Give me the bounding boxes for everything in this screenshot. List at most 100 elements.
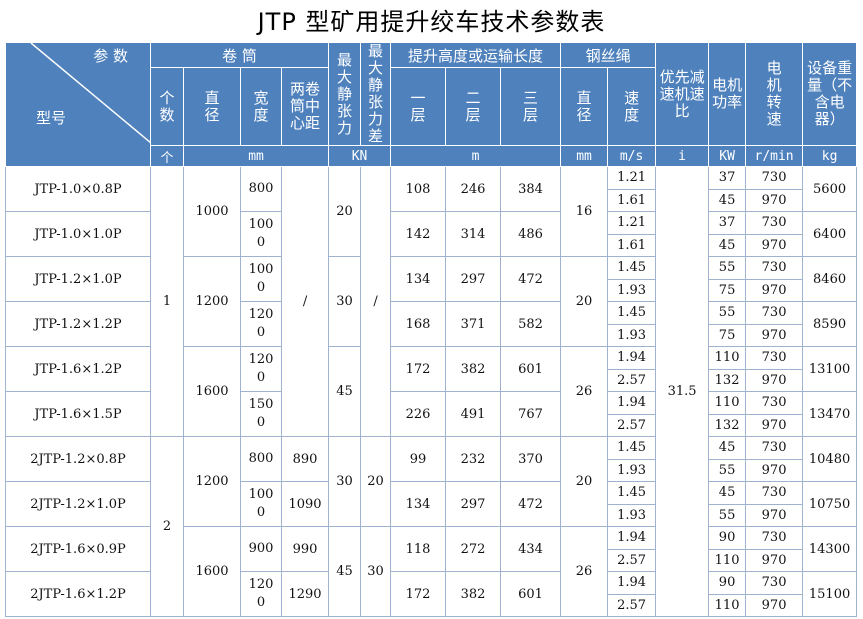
- unit-kw: KW: [708, 145, 747, 167]
- cell-rpm: 970: [745, 593, 804, 617]
- cell-model: 2JTP-1.6×1.2P: [5, 571, 151, 617]
- cell-diameter: 1200: [183, 436, 241, 527]
- cell-rope-speed: 1.94: [607, 346, 657, 370]
- cell-width: 1000: [240, 211, 282, 257]
- cell-width: 1000: [240, 481, 282, 527]
- cell-model: 2JTP-1.2×0.8P: [5, 436, 151, 482]
- cell-kw: 37: [708, 211, 747, 235]
- cell-lift-layer-3: 434: [500, 526, 562, 572]
- cell-lift-layer-2: 314: [445, 211, 502, 257]
- cell-rpm: 730: [745, 436, 804, 460]
- header-rope: 钢丝绳: [560, 41, 657, 69]
- cell-rope-speed: 2.57: [607, 413, 657, 437]
- cell-kw: 45: [708, 481, 747, 505]
- cell-width: 1000: [240, 256, 282, 302]
- cell-count: 1: [150, 166, 184, 437]
- cell-max-diff: 30: [360, 526, 392, 617]
- cell-max-tension: 45: [328, 346, 362, 437]
- table-row: 2JTP-1.2×1.0P 1000 1090 134 297 472 1.45 45 730 1…: [5, 481, 858, 527]
- cell-lift-layer-1: 108: [390, 166, 447, 212]
- cell-rpm: 730: [745, 301, 804, 325]
- header-rope-dia: 直径: [560, 67, 609, 146]
- unit-rpm: r/min: [745, 145, 804, 167]
- cell-kw: 55: [708, 503, 747, 527]
- cell-rpm: 730: [745, 526, 804, 550]
- cell-kw: 90: [708, 526, 747, 550]
- cell-rope-dia: 26: [560, 526, 609, 617]
- cell-rpm: 730: [745, 571, 804, 595]
- cell-diameter: 1000: [183, 166, 241, 257]
- cell-rope-speed: 1.93: [607, 278, 657, 302]
- table-row: JTP-1.6×1.2P 1600 1200 45 172 382 601 26 1.94 110…: [5, 346, 858, 437]
- cell-lift-layer-1: 99: [390, 436, 447, 482]
- cell-rpm: 970: [745, 278, 804, 302]
- header-kw: 电机功率: [708, 42, 747, 146]
- cell-diameter: 1600: [183, 346, 241, 437]
- cell-kw: 110: [708, 593, 747, 617]
- cell-width: 1200: [240, 571, 282, 617]
- cell-rope-speed: 1.45: [607, 301, 657, 325]
- cell-count: 2: [150, 436, 184, 617]
- cell-rope-speed: 1.93: [607, 323, 657, 347]
- cell-lift-layer-1: 226: [390, 391, 447, 437]
- table-row: JTP-1.2×1.0P 1200 1000 30 134 297 472 20 1.45 55 7…: [5, 256, 858, 347]
- cell-ratio: 31.5: [655, 166, 710, 617]
- header-rope-speed: 速度: [607, 67, 657, 146]
- cell-rpm: 730: [745, 346, 804, 370]
- cell-rpm: 970: [745, 458, 804, 482]
- cell-lift-layer-2: 371: [445, 301, 502, 347]
- cell-rope-dia: 26: [560, 346, 609, 437]
- cell-rope-speed: 1.94: [607, 526, 657, 550]
- cell-lift-layer-2: 382: [445, 346, 502, 392]
- cell-model: JTP-1.2×1.2P: [5, 301, 151, 347]
- unit-kg: kg: [802, 145, 858, 167]
- cell-lift-layer-3: 601: [500, 571, 562, 617]
- cell-kw: 55: [708, 256, 747, 280]
- cell-kw: 132: [708, 368, 747, 392]
- cell-rpm: 970: [745, 503, 804, 527]
- cell-kw: 55: [708, 458, 747, 482]
- cell-model: JTP-1.0×0.8P: [5, 166, 151, 212]
- header-diameter: 直径: [183, 67, 241, 146]
- cell-center: 1290: [280, 571, 330, 617]
- cell-width: 1500: [240, 391, 282, 437]
- cell-rpm: 730: [745, 481, 804, 505]
- cell-width: 1200: [240, 346, 282, 392]
- cell-rope-speed: 2.57: [607, 368, 657, 392]
- cell-rope-speed: 1.45: [607, 481, 657, 505]
- page-title: JTP 型矿用提升绞车技术参数表: [257, 8, 606, 36]
- header-rpm: 电机转速: [745, 42, 804, 146]
- spec-table: 参 数型号 卷 筒 最大静张力 最大静张力差 提升高度或运输长度 钢丝绳 优先减…: [5, 41, 858, 617]
- cell-kw: 75: [708, 278, 747, 302]
- table-row: 2JTP-1.6×1.2P 1200 1290 172 382 601 1.94 90 730 1…: [5, 571, 858, 617]
- cell-center: 990: [280, 526, 330, 572]
- cell-rpm: 970: [745, 323, 804, 347]
- cell-max-diff: 20: [360, 436, 392, 527]
- cell-center: 1090: [280, 481, 330, 527]
- cell-kw: 110: [708, 391, 747, 415]
- cell-diameter: 1200: [183, 256, 241, 347]
- cell-rpm: 730: [745, 391, 804, 415]
- cell-model: 2JTP-1.2×1.0P: [5, 481, 151, 527]
- cell-width: 900: [240, 526, 282, 572]
- cell-lift-layer-1: 168: [390, 301, 447, 347]
- cell-rope-speed: 1.45: [607, 436, 657, 460]
- cell-lift-layer-1: 172: [390, 346, 447, 392]
- cell-kw: 90: [708, 571, 747, 595]
- cell-center: /: [280, 166, 330, 437]
- cell-lift-layer-1: 118: [390, 526, 447, 572]
- header-l3: 三层: [500, 67, 562, 146]
- unit-kn: KN: [328, 145, 392, 167]
- cell-lift-layer-3: 486: [500, 211, 562, 257]
- cell-max-tension: 30: [328, 436, 362, 527]
- cell-rope-speed: 1.61: [607, 188, 657, 212]
- cell-rope-dia: 20: [560, 436, 609, 527]
- header-lift: 提升高度或运输长度: [390, 41, 562, 69]
- cell-kw: 37: [708, 166, 747, 190]
- unit-i: i: [655, 145, 710, 167]
- cell-lift-layer-3: 370: [500, 436, 562, 482]
- cell-weight: 6400: [802, 211, 858, 257]
- cell-rope-speed: 2.57: [607, 548, 657, 572]
- cell-weight: 8590: [802, 301, 858, 347]
- cell-rpm: 970: [745, 548, 804, 572]
